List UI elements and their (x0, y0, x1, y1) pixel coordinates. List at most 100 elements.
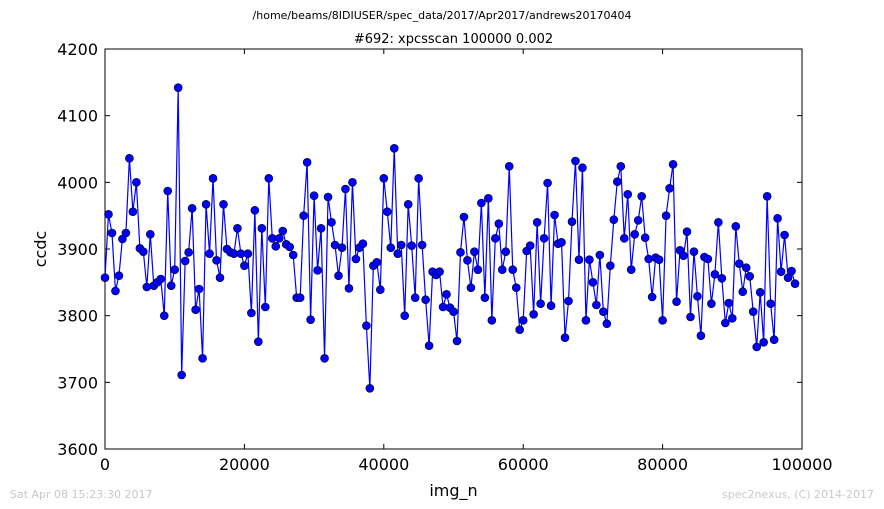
data-point (316, 224, 326, 233)
data-point (745, 272, 755, 281)
data-point (456, 248, 465, 257)
data-point (560, 333, 570, 342)
data-point (247, 308, 256, 318)
data-point (470, 247, 479, 256)
data-point (323, 192, 333, 202)
data-point (571, 156, 580, 166)
data-point (240, 261, 249, 270)
data-point (491, 234, 500, 243)
data-point (539, 234, 549, 243)
data-point (693, 292, 702, 301)
data-point (703, 254, 713, 264)
data-point (348, 178, 357, 187)
data-point (738, 287, 748, 296)
data-point (710, 270, 720, 279)
data-point (250, 206, 260, 215)
x-tick-label: 40000 (358, 455, 409, 474)
chart-title: #692: xpcsscan 100000 0.002 (354, 32, 553, 47)
data-point (532, 218, 542, 227)
data-point (612, 177, 622, 186)
data-point (173, 83, 183, 92)
data-point (442, 290, 451, 299)
data-point (557, 238, 566, 247)
data-point (261, 302, 270, 312)
data-point (672, 297, 681, 306)
data-point (215, 273, 225, 282)
data-point (480, 293, 490, 302)
data-point (574, 255, 584, 264)
data-point (243, 249, 253, 258)
data-point (142, 282, 152, 292)
data-point (194, 284, 204, 294)
data-point (592, 300, 601, 310)
data-point (146, 230, 155, 239)
data-point (156, 274, 166, 284)
data-point (435, 267, 444, 276)
x-tick-label: 20000 (219, 455, 270, 474)
data-point (759, 338, 768, 347)
file-path-label: /home/beams/8IDIUSER/spec_data/2017/Apr2… (253, 9, 632, 22)
data-point (696, 331, 706, 340)
data-point (762, 192, 772, 201)
data-point (414, 174, 423, 183)
footer-timestamp: Sat Apr 08 15:23:30 2017 (10, 488, 153, 501)
data-series (100, 83, 800, 393)
data-point (647, 292, 657, 302)
data-point (686, 312, 695, 322)
data-point (104, 210, 113, 219)
data-point (449, 307, 458, 316)
data-point (334, 271, 343, 280)
data-point (511, 283, 521, 292)
data-point (484, 194, 493, 203)
data-point (543, 178, 552, 188)
data-point (773, 214, 782, 223)
data-point (707, 299, 716, 308)
data-point (525, 241, 535, 250)
data-point (424, 341, 434, 350)
x-tick-label: 100000 (771, 455, 832, 474)
data-point (180, 256, 190, 266)
data-point (285, 242, 295, 252)
data-point (365, 384, 375, 393)
data-point (790, 279, 800, 288)
y-tick-label: 3700 (57, 373, 98, 392)
y-tick-label: 3800 (57, 307, 98, 326)
data-point (637, 192, 646, 201)
y-tick-label: 4000 (57, 173, 98, 192)
data-point (302, 158, 312, 167)
data-point (184, 248, 193, 257)
data-point (274, 234, 284, 243)
data-point (721, 318, 730, 328)
data-point (114, 271, 124, 280)
data-point (187, 204, 197, 213)
data-point (630, 230, 640, 239)
data-point (623, 190, 633, 199)
data-point (309, 191, 319, 200)
data-point (581, 316, 591, 325)
data-point (633, 216, 643, 225)
data-point (668, 160, 678, 169)
data-point (358, 239, 368, 248)
data-point (679, 251, 688, 260)
data-point (752, 342, 762, 352)
data-point (606, 261, 615, 270)
data-point (595, 250, 605, 260)
data-point (780, 230, 789, 240)
axis-tick-labels: 0 20000 40000 60000 80000 100000 3600 3700 3800 3… (57, 40, 832, 474)
data-point (233, 224, 242, 233)
data-point (407, 241, 416, 250)
series-line (104, 87, 796, 389)
data-point (159, 311, 169, 320)
data-point (452, 336, 462, 346)
data-point (257, 224, 267, 233)
data-point (166, 281, 176, 290)
data-point (403, 200, 413, 209)
data-point (619, 234, 629, 243)
axis-ticks (104, 48, 803, 450)
data-point (351, 254, 361, 264)
data-point (755, 288, 765, 297)
x-axis-label: img_n (429, 481, 477, 501)
data-point (529, 310, 538, 319)
data-point (473, 265, 483, 274)
